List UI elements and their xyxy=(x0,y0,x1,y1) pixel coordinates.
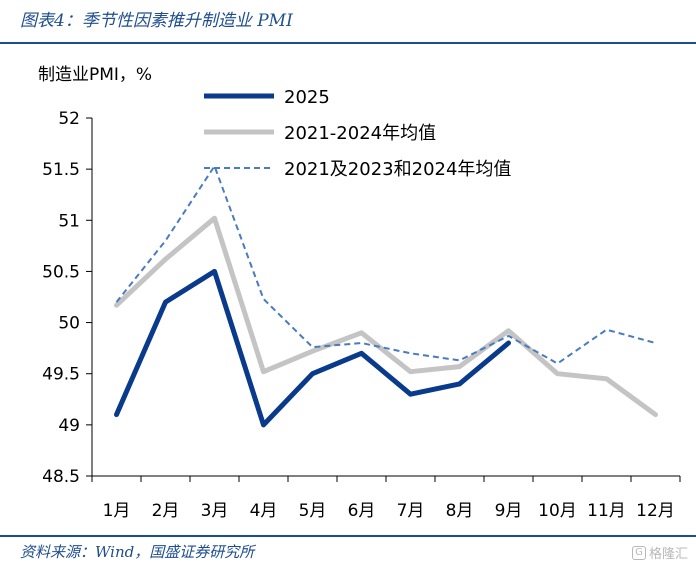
legend-label-3: 2021及2023和2024年均值 xyxy=(284,159,511,180)
figure-title: 图表4：季节性因素推升制造业 PMI xyxy=(20,11,293,31)
source-rule xyxy=(0,535,696,537)
series-line-3 xyxy=(115,165,656,365)
watermark: G 格隆汇 xyxy=(631,543,688,562)
x-tick-label: 3月 xyxy=(201,501,229,521)
x-tick-label: 6月 xyxy=(348,501,376,521)
y-tick-label: 48.5 xyxy=(42,467,80,487)
y-tick-label: 50 xyxy=(58,314,80,334)
y-tick-label: 51 xyxy=(58,211,80,231)
x-tick-label: 10月 xyxy=(538,501,577,521)
x-tick-label: 12月 xyxy=(636,501,675,521)
y-tick-label: 50.5 xyxy=(42,262,80,282)
series-line-2 xyxy=(114,215,658,418)
source-note: 资料来源：Wind，国盛证券研究所 xyxy=(20,543,255,561)
y-tick-label: 49 xyxy=(58,416,80,436)
legend-label-2: 2021-2024年均值 xyxy=(284,123,436,144)
watermark-logo-icon: G xyxy=(631,545,646,560)
x-tick-label: 5月 xyxy=(299,501,327,521)
x-tick-label: 9月 xyxy=(495,501,523,521)
pmi-line-chart: 制造业PMI，% 48.5 49 49.5 50 50.5 51 51.5 52 1月 2月 3月 4月… xyxy=(38,65,681,521)
watermark-text: 格隆汇 xyxy=(648,547,688,562)
y-axis-label: 制造业PMI，% xyxy=(38,65,152,85)
y-tick-label: 49.5 xyxy=(42,365,80,385)
legend-label-1: 2025 xyxy=(284,87,330,108)
series-line-1 xyxy=(114,268,511,428)
x-tick-label: 8月 xyxy=(446,501,474,521)
x-tick-label: 1月 xyxy=(103,501,131,521)
x-tick-label: 7月 xyxy=(397,501,425,521)
title-rule xyxy=(0,42,696,44)
x-tick-label: 2月 xyxy=(152,501,180,521)
x-tick-label: 11月 xyxy=(587,501,626,521)
y-tick-label: 51.5 xyxy=(42,160,80,180)
y-tick-label: 52 xyxy=(58,109,80,129)
x-tick-label: 4月 xyxy=(250,501,278,521)
